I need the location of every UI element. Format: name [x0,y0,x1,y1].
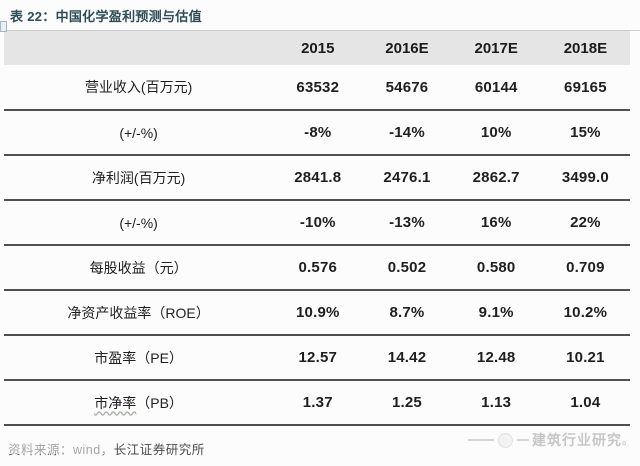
cell-value: 10.9% [296,304,340,321]
forecast-valuation-table-wrap: 2015 2016E 2017E 2018E 营业收入(百万元) 63532 5… [4,31,630,426]
cell-value: -13% [389,214,425,231]
cell-value: 16% [480,214,512,231]
cell-value: -10% [299,214,336,231]
table-row-pe: 市盈率（PE） 12.57 14.42 12.48 10.21 [4,335,630,380]
table-header-row: 2015 2016E 2017E 2018E [4,31,630,65]
row-label: 市盈率（PE） [94,349,183,366]
watermark-suffix: 。 [622,435,634,447]
cell-value: 63532 [296,78,340,96]
row-label: 每股收益（元） [89,259,188,276]
row-label: 净资产收益率（ROE） [67,304,210,321]
table-row-profit-growth: (+/-%) -10% -13% 16% 22% [4,200,630,245]
table-row-pb: 市净率（PB） 1.37 1.25 1.13 1.04 [4,380,630,425]
cell-value: 0.576 [298,259,338,276]
cell-value: 2841.8 [294,169,342,186]
watermark-dash [468,439,494,441]
forecast-valuation-table: 2015 2016E 2017E 2018E 营业收入(百万元) 63532 5… [4,31,630,426]
cell-value: 0.580 [476,259,516,276]
cell-value: -8% [304,124,332,141]
table-row-eps: 每股收益（元） 0.576 0.502 0.580 0.709 [4,245,630,290]
cell-value: 10.2% [563,304,608,321]
cell-value: 12.57 [298,349,338,366]
cell-value: -14% [389,124,425,141]
row-label-wavy-part: 市净率 [94,394,137,411]
cell-value: 1.04 [570,394,601,411]
cell-value: 9.1% [478,304,514,321]
watermark: 建筑行业研究 。 [468,430,634,450]
table-row-roe: 净资产收益率（ROE） 10.9% 8.7% 9.1% 10.2% [4,290,630,335]
cell-value: 2476.1 [383,169,431,186]
watermark-logo-icon [498,432,513,448]
cell-value: 10% [480,124,512,141]
column-header-2015: 2015 [301,39,335,57]
row-label-rest-part: （PB） [136,394,183,411]
cell-value: 3499.0 [561,169,609,186]
cell-value: 10.21 [566,349,605,366]
table-row-revenue-growth: (+/-%) -8% -14% 10% 15% [4,110,630,155]
table-row-net-profit: 净利润(百万元) 2841.8 2476.1 2862.7 3499.0 [4,155,630,200]
cell-value: 0.709 [566,259,605,276]
cell-value: 0.502 [387,259,427,276]
cell-value: 1.13 [481,394,512,411]
row-label: 市净率（PB） [4,380,273,425]
column-header-2018e: 2018E [563,39,608,57]
cell-value: 8.7% [389,304,425,321]
cell-value: 1.37 [302,394,333,411]
cell-value: 1.25 [391,394,422,411]
table-row-revenue: 营业收入(百万元) 63532 54676 60144 69165 [4,65,630,110]
column-header-2017e: 2017E [474,39,518,57]
cell-value: 14.42 [387,349,427,366]
row-label: (+/-%) [119,124,158,141]
object-anchor-icon [0,21,7,32]
cell-value: 22% [570,214,601,231]
cell-value: 15% [570,124,601,141]
cell-value: 2862.7 [472,169,520,186]
watermark-label: 建筑行业研究 [532,432,622,448]
source-blur-overlay [4,436,108,454]
watermark-dash-short [517,439,529,441]
row-label: 营业收入(百万元) [84,79,193,95]
row-label: 净利润(百万元) [91,169,186,186]
cell-value: 60144 [474,78,518,96]
table-title: 表 22：中国化学盈利预测与估值 [0,0,640,31]
column-header-2016e: 2016E [385,39,429,57]
column-header-blank [4,31,273,65]
row-label: (+/-%) [119,214,158,231]
cell-value: 69165 [564,78,607,96]
cell-value: 54676 [385,78,429,96]
cell-value: 12.48 [476,349,516,366]
